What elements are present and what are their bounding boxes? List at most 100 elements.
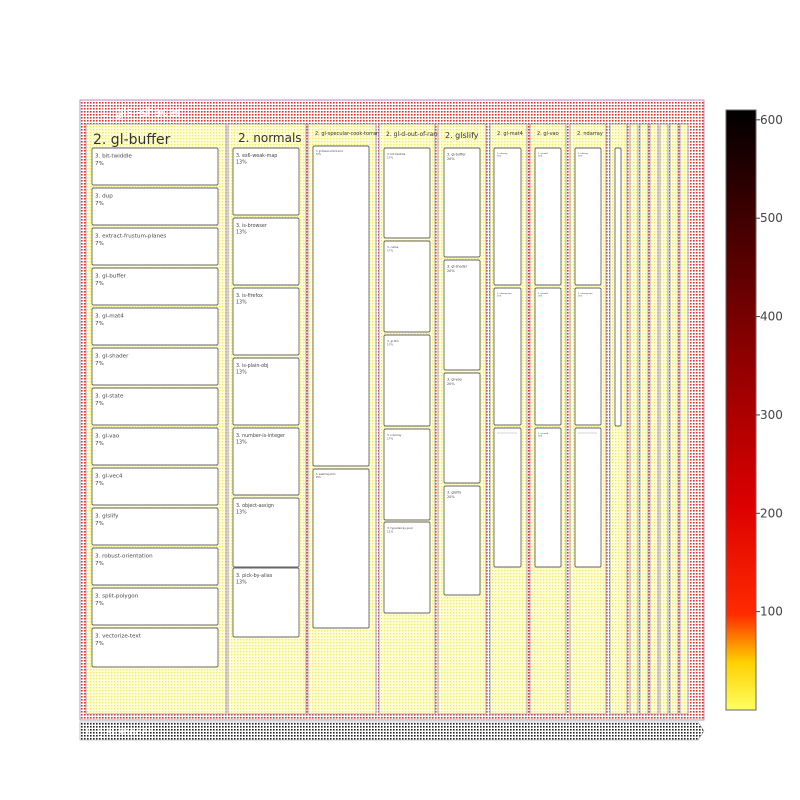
leaf-value: 17% xyxy=(387,249,394,253)
leaf-tile[interactable] xyxy=(91,627,219,668)
group-tile[interactable] xyxy=(649,123,659,715)
leaf-label: 3. cwise xyxy=(387,245,399,249)
leaf-tile[interactable] xyxy=(383,334,431,427)
leaf-tile[interactable] xyxy=(232,147,300,216)
pathbar[interactable] xyxy=(79,721,705,741)
leaf-value: 7% xyxy=(95,521,104,527)
leaf-label: 3. gl-shader xyxy=(447,264,468,268)
leaf-tile[interactable] xyxy=(443,259,481,371)
leaf-tile[interactable] xyxy=(574,427,602,568)
leaf-tile[interactable] xyxy=(91,427,219,466)
leaf-value: 7% xyxy=(95,441,104,447)
leaf-tile[interactable] xyxy=(91,587,219,626)
leaf-value: 7% xyxy=(95,321,104,327)
leaf-tile[interactable] xyxy=(312,145,370,467)
leaf-tile[interactable] xyxy=(91,467,219,506)
group-tile[interactable] xyxy=(659,123,669,715)
leaf-tile[interactable] xyxy=(91,147,219,186)
leaf-tile[interactable] xyxy=(493,147,522,286)
leaf-tile[interactable] xyxy=(534,287,562,426)
leaf-tile[interactable] xyxy=(493,287,522,426)
leaf-value: 7% xyxy=(95,161,104,167)
group-tile[interactable] xyxy=(679,123,689,715)
leaf-tile[interactable] xyxy=(443,372,481,484)
group-14 xyxy=(679,123,689,715)
leaf-label: 3. dup xyxy=(95,194,113,200)
leaf-value: 25% xyxy=(538,156,543,158)
leaf-value: 7% xyxy=(95,361,104,367)
leaf-tile[interactable] xyxy=(383,240,431,333)
leaf-label: 3. vectorize-text xyxy=(95,634,142,640)
leaf-tile[interactable] xyxy=(91,307,219,346)
group-label: 2. gl-mat4 xyxy=(497,131,523,137)
group-label: 2. gl-d-out-of-range xyxy=(386,131,445,138)
leaf-label: 3. robust-orientation xyxy=(95,554,153,560)
leaf-tile[interactable] xyxy=(534,427,562,568)
leaf-tile[interactable] xyxy=(383,521,431,614)
leaf-tile[interactable] xyxy=(91,387,219,426)
leaf-tile[interactable] xyxy=(383,147,431,239)
group-label: 2. ndarray xyxy=(577,131,603,137)
leaf-label: 3. split-polygon xyxy=(95,594,139,600)
leaf-value: 7% xyxy=(95,241,104,247)
leaf-tile[interactable] xyxy=(91,347,219,386)
leaf-label: 3. gl-mat2 xyxy=(538,152,549,155)
leaf-value: 7% xyxy=(95,561,104,567)
leaf-label: 3. gl-vao xyxy=(95,434,120,440)
leaf-tile[interactable] xyxy=(232,357,300,426)
group-label: 2. gl-specular-cook-torrance xyxy=(315,131,385,137)
leaf-label: 3. weakmap-shim xyxy=(316,473,335,476)
group-13 xyxy=(669,123,679,715)
group-tile[interactable] xyxy=(629,123,639,715)
leaf-label: 3. ndarray-ops xyxy=(497,292,512,295)
leaf-tile[interactable] xyxy=(614,147,622,427)
group-label: 2. glslify xyxy=(445,131,479,140)
colorbar-tick-label: 200 xyxy=(760,506,783,520)
leaf-label: 3. extract-frustum-planes xyxy=(95,234,166,240)
leaf-tile[interactable] xyxy=(493,427,522,568)
leaf-label: 3. bit-twiddle xyxy=(387,152,406,156)
leaf-label: 3. gl-vec4 xyxy=(95,474,123,480)
leaf-value: 17% xyxy=(387,437,394,441)
leaf-tile[interactable] xyxy=(91,227,219,266)
leaf-label: 3. is-browser xyxy=(236,223,267,229)
leaf-tile[interactable] xyxy=(232,497,300,568)
leaf-label: 3. es6-weak-map xyxy=(236,153,277,159)
leaf-tile[interactable] xyxy=(232,217,300,286)
colorbar xyxy=(725,109,757,711)
leaf-tile[interactable] xyxy=(574,287,602,426)
leaf-value: 20% xyxy=(447,269,455,273)
group-1: 2. normals 3. es6-weak-map 13% 3. is-browse… xyxy=(227,123,307,715)
leaf-tile[interactable] xyxy=(574,147,602,286)
leaf-value: 25% xyxy=(538,296,543,298)
leaf-tile[interactable] xyxy=(443,147,481,258)
leaf-tile[interactable] xyxy=(91,547,219,586)
leaf-tile[interactable] xyxy=(443,485,481,596)
leaf-label: 3. gl-mat4 xyxy=(538,432,549,435)
leaf-tile[interactable] xyxy=(91,187,219,226)
group-label: 2. normals xyxy=(238,131,302,145)
group-9 xyxy=(629,123,639,715)
group-10 xyxy=(639,123,649,715)
leaf-label: 3. gl-vao xyxy=(447,377,462,381)
leaf-tile[interactable] xyxy=(534,147,562,286)
group-tile[interactable] xyxy=(669,123,679,715)
leaf-tile[interactable] xyxy=(232,287,300,356)
leaf-value: 13% xyxy=(236,439,247,445)
group-tile[interactable] xyxy=(639,123,649,715)
leaf-tile[interactable] xyxy=(91,267,219,306)
leaf-tile[interactable] xyxy=(232,427,300,496)
leaf-value: 57% xyxy=(316,153,321,156)
leaf-tile[interactable] xyxy=(232,567,300,638)
leaf-tile[interactable] xyxy=(383,428,431,521)
leaf-tile[interactable] xyxy=(91,507,219,546)
leaf-label: 3. gl-state xyxy=(95,394,124,400)
leaf-tile[interactable] xyxy=(312,468,370,629)
leaf-label: 3. is-plain-obj xyxy=(236,363,269,369)
group-11 xyxy=(649,123,659,715)
